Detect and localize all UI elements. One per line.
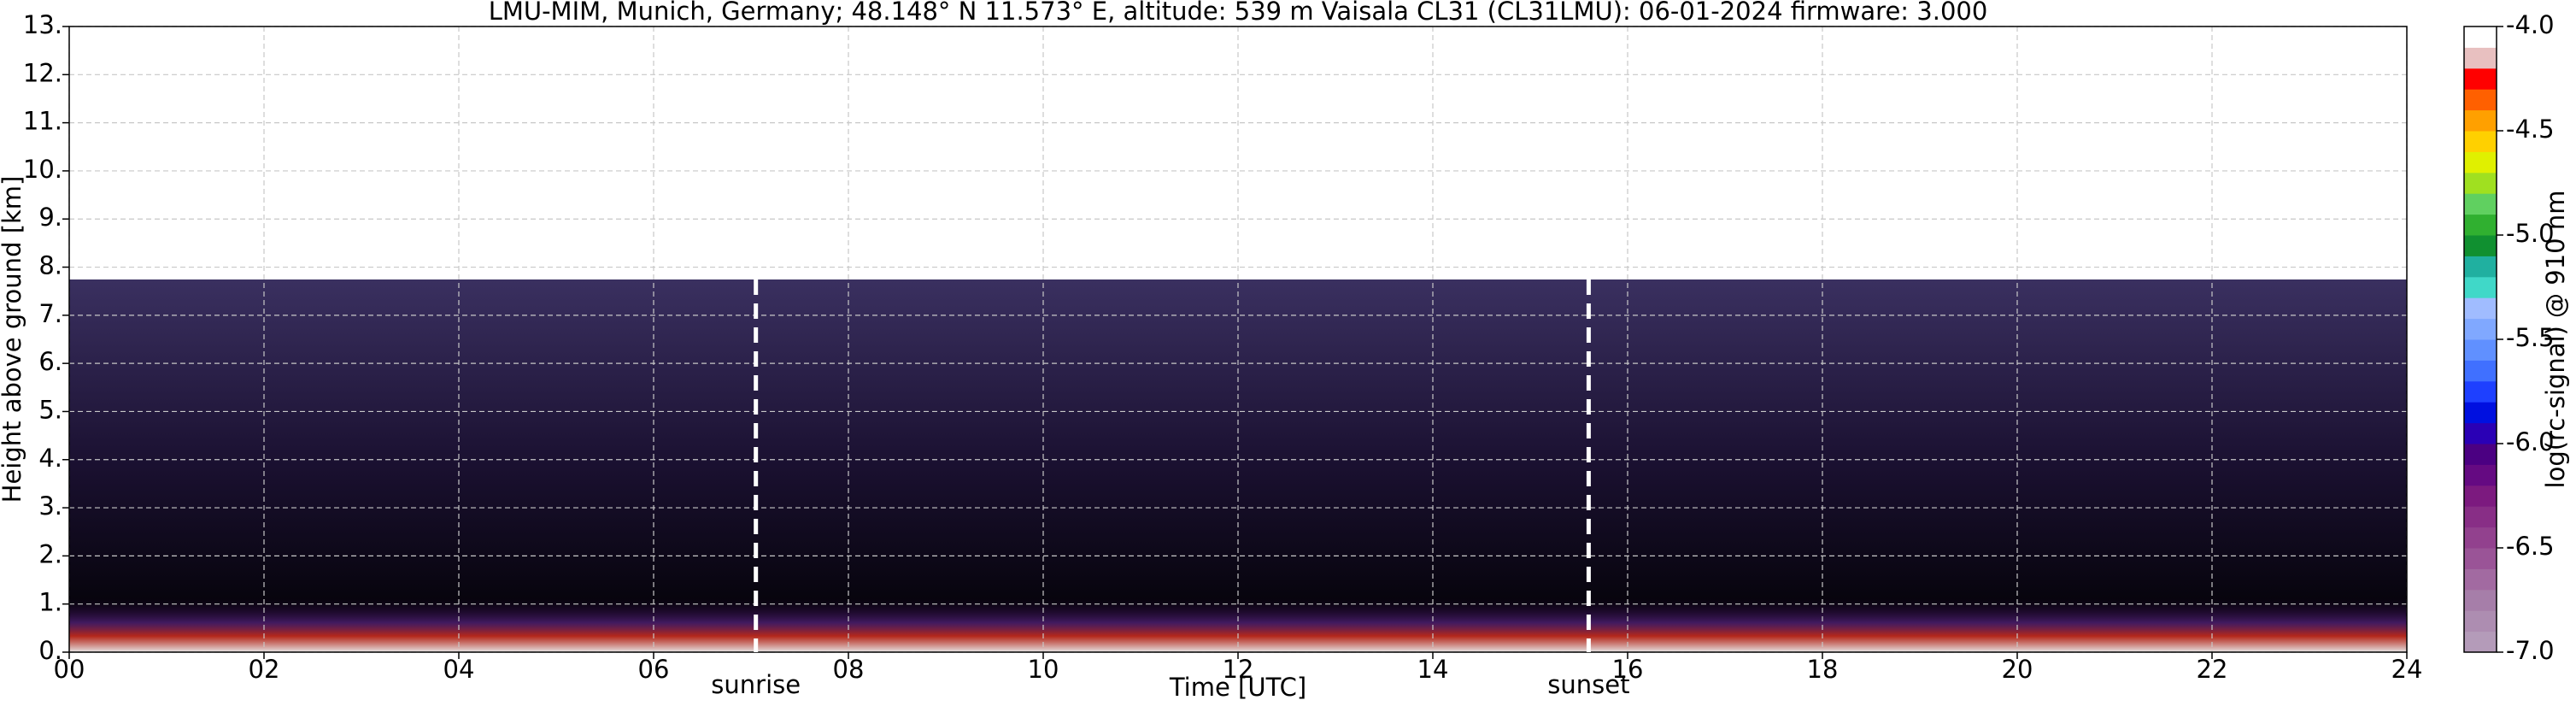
colorbar-swatch <box>2464 47 2497 69</box>
y-tick-label: 2. <box>38 539 62 568</box>
colorbar-tick-label: -4.0 <box>2506 10 2555 39</box>
x-tick-label: 00 <box>54 655 85 684</box>
x-tick-label: 12 <box>1223 655 1254 684</box>
event-label: sunrise <box>711 670 801 699</box>
colorbar-tick-label: -5.5 <box>2506 323 2555 352</box>
colorbar-swatch <box>2464 235 2497 256</box>
y-tick-label: 12. <box>23 58 62 87</box>
x-tick-label: 22 <box>2197 655 2228 684</box>
x-tick-label: 16 <box>1612 655 1644 684</box>
y-tick-label: 10. <box>23 155 62 184</box>
x-tick-label: 14 <box>1417 655 1449 684</box>
colorbar-swatch <box>2464 172 2497 194</box>
colorbar-swatch <box>2464 318 2497 340</box>
colorbar-swatch <box>2464 276 2497 298</box>
colorbar-swatch <box>2464 131 2497 152</box>
y-tick-label: 7. <box>38 299 62 328</box>
colorbar-tick-label: -5.0 <box>2506 219 2555 248</box>
colorbar-tick-label: -4.5 <box>2506 115 2555 144</box>
colorbar-swatch <box>2464 380 2497 403</box>
colorbar-swatch <box>2464 610 2497 632</box>
colorbar-swatch <box>2464 89 2497 111</box>
x-tick-label: 10 <box>1028 655 1059 684</box>
colorbar-swatch <box>2464 109 2497 132</box>
x-tick-label: 24 <box>2391 655 2423 684</box>
y-axis-label: Height above ground [km] <box>0 176 26 503</box>
colorbar-swatch <box>2464 339 2497 361</box>
chart-title: LMU-MIM, Munich, Germany; 48.148° N 11.5… <box>489 0 1988 26</box>
colorbar-swatch <box>2464 26 2497 48</box>
y-tick-label: 9. <box>38 203 62 232</box>
x-tick-label: 02 <box>249 655 280 684</box>
x-tick-label: 06 <box>638 655 670 684</box>
colorbar-swatch <box>2464 631 2497 653</box>
colorbar-swatch <box>2464 360 2497 382</box>
y-tick-label: 4. <box>38 444 62 473</box>
y-tick-label: 13. <box>23 10 62 39</box>
colorbar-swatch <box>2464 464 2497 486</box>
y-tick-label: 3. <box>38 491 62 521</box>
colorbar-tick-label: -6.5 <box>2506 532 2555 561</box>
colorbar-swatch <box>2464 485 2497 507</box>
colorbar-tick-label: -6.0 <box>2506 427 2555 456</box>
y-tick-label: 6. <box>38 347 62 376</box>
colorbar-swatch <box>2464 402 2497 424</box>
event-label: sunset <box>1547 670 1629 699</box>
x-tick-label: 08 <box>833 655 865 684</box>
y-tick-label: 11. <box>23 107 62 136</box>
colorbar-swatch <box>2464 297 2497 320</box>
x-tick-label: 18 <box>1807 655 1839 684</box>
colorbar-swatch <box>2464 506 2497 528</box>
colorbar-swatch <box>2464 444 2497 465</box>
y-tick-label: 8. <box>38 251 62 280</box>
colorbar-tick-label: -7.0 <box>2506 636 2555 665</box>
colorbar-swatch <box>2464 193 2497 215</box>
x-axis-label: Time [UTC] <box>1169 673 1306 702</box>
colorbar-swatch <box>2464 68 2497 90</box>
x-tick-label: 20 <box>2002 655 2033 684</box>
colorbar-swatch <box>2464 214 2497 236</box>
colorbar-swatch <box>2464 589 2497 611</box>
y-tick-label: 5. <box>38 395 62 424</box>
y-tick-label: 1. <box>38 588 62 617</box>
colorbar-swatch <box>2464 151 2497 174</box>
colorbar-swatch <box>2464 548 2497 569</box>
y-tick-label: 0. <box>38 636 62 665</box>
colorbar-swatch <box>2464 256 2497 278</box>
colorbar-label: log(rc-signal) @ 910 nm <box>2541 191 2570 489</box>
colorbar-swatch <box>2464 568 2497 591</box>
colorbar-swatch <box>2464 527 2497 549</box>
colorbar-swatch <box>2464 422 2497 444</box>
x-tick-label: 04 <box>443 655 475 684</box>
